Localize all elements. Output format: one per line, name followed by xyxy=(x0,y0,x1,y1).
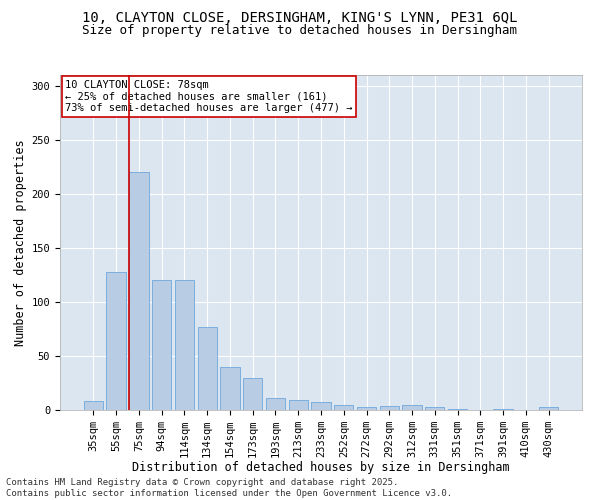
Bar xyxy=(289,400,308,410)
Bar xyxy=(152,280,172,410)
Bar xyxy=(493,409,513,410)
Text: 10 CLAYTON CLOSE: 78sqm
← 25% of detached houses are smaller (161)
73% of semi-d: 10 CLAYTON CLOSE: 78sqm ← 25% of detache… xyxy=(65,80,353,113)
Bar xyxy=(106,272,126,410)
Bar xyxy=(380,406,399,410)
Bar xyxy=(266,398,285,410)
Bar xyxy=(197,327,217,410)
Bar xyxy=(175,280,194,410)
Text: Size of property relative to detached houses in Dersingham: Size of property relative to detached ho… xyxy=(83,24,517,37)
Bar xyxy=(425,407,445,410)
Bar xyxy=(448,409,467,410)
Y-axis label: Number of detached properties: Number of detached properties xyxy=(14,139,28,346)
Bar xyxy=(84,402,103,410)
Bar xyxy=(334,404,353,410)
Bar xyxy=(220,367,239,410)
X-axis label: Distribution of detached houses by size in Dersingham: Distribution of detached houses by size … xyxy=(132,462,510,474)
Text: 10, CLAYTON CLOSE, DERSINGHAM, KING'S LYNN, PE31 6QL: 10, CLAYTON CLOSE, DERSINGHAM, KING'S LY… xyxy=(82,11,518,25)
Bar xyxy=(311,402,331,410)
Bar xyxy=(243,378,262,410)
Bar xyxy=(539,407,558,410)
Bar xyxy=(357,407,376,410)
Bar xyxy=(129,172,149,410)
Text: Contains HM Land Registry data © Crown copyright and database right 2025.
Contai: Contains HM Land Registry data © Crown c… xyxy=(6,478,452,498)
Bar xyxy=(403,404,422,410)
